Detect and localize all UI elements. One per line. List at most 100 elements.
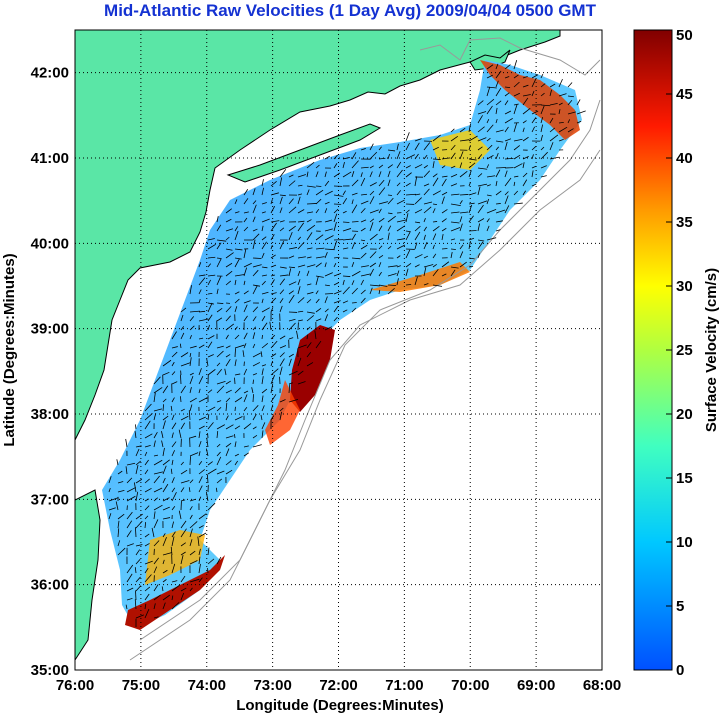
velocity-arrow (450, 183, 458, 187)
velocity-arrow (378, 179, 385, 187)
velocity-arrow (513, 104, 518, 115)
velocity-arrow (432, 263, 437, 268)
velocity-arrow (504, 195, 509, 205)
velocity-arrow (387, 273, 397, 277)
velocity-arrow (414, 276, 418, 286)
velocity-arrow (216, 345, 224, 349)
velocity-arrow (252, 394, 254, 403)
velocity-arrow (261, 236, 267, 241)
velocity-arrow (279, 266, 287, 269)
velocity-arrow (423, 206, 432, 214)
velocity-arrow (198, 337, 204, 340)
velocity-arrow (243, 423, 252, 430)
velocity-arrow (198, 318, 209, 322)
velocity-arrow (225, 208, 233, 214)
velocity-arrow (504, 64, 511, 70)
velocity-arrow (513, 138, 523, 142)
velocity-arrow (450, 266, 459, 269)
velocity-arrow (180, 587, 187, 592)
velocity-arrow (423, 170, 431, 178)
velocity-arrow (261, 315, 266, 322)
velocity-arrow (198, 262, 202, 268)
velocity-arrow (477, 137, 487, 142)
velocity-arrow (333, 316, 338, 322)
velocity-arrow (225, 442, 232, 448)
velocity-arrow (558, 109, 561, 115)
velocity-arrow (180, 396, 182, 403)
velocity-arrow (225, 334, 229, 340)
velocity-arrow (134, 431, 137, 439)
velocity-arrow (522, 76, 528, 79)
velocity-arrow (405, 209, 410, 214)
velocity-arrow (207, 502, 216, 511)
velocity-arrow (207, 547, 210, 556)
velocity-arrow (180, 326, 185, 331)
velocity-arrow (450, 227, 461, 232)
velocity-arrow (513, 103, 519, 106)
velocity-arrow (495, 70, 502, 79)
velocity-arrow (558, 93, 567, 97)
velocity-arrow (288, 382, 293, 385)
velocity-arrow (144, 543, 150, 547)
velocity-arrow (405, 182, 411, 187)
velocity-arrow (234, 348, 236, 358)
velocity-arrow (207, 324, 210, 331)
velocity-arrow (198, 298, 201, 304)
velocity-arrow (369, 262, 377, 268)
velocity-arrow (531, 77, 537, 88)
velocity-arrow (495, 129, 504, 133)
velocity-arrow (549, 134, 559, 142)
velocity-arrow (180, 542, 186, 547)
velocity-field (102, 60, 582, 628)
velocity-arrow (261, 179, 264, 187)
velocity-arrow (243, 343, 247, 349)
velocity-arrow (198, 397, 208, 403)
velocity-arrow (441, 233, 444, 241)
velocity-arrow (144, 515, 149, 520)
velocity-arrow (333, 305, 339, 313)
velocity-arrow (432, 244, 435, 250)
velocity-arrow (242, 350, 245, 358)
velocity-arrow (414, 254, 423, 259)
velocity-arrow (486, 208, 497, 214)
velocity-arrow (324, 228, 333, 232)
velocity-arrow (342, 286, 350, 295)
velocity-arrow (162, 447, 165, 457)
velocity-arrow (315, 171, 319, 178)
velocity-arrow (315, 340, 322, 349)
velocity-arrow (252, 264, 262, 268)
velocity-arrow (423, 165, 428, 169)
velocity-arrow (504, 170, 508, 178)
velocity-arrow (144, 593, 150, 601)
velocity-arrow (441, 191, 448, 196)
y-tick-label: 40:00 (31, 235, 69, 252)
velocity-arrow (171, 381, 178, 385)
colorbar-tick-label: 45 (676, 86, 693, 103)
velocity-arrow (486, 184, 491, 187)
velocity-arrow (125, 438, 128, 448)
velocity-arrow (450, 193, 460, 196)
velocity-arrow (117, 470, 123, 475)
velocity-arrow (306, 256, 312, 259)
velocity-arrow (171, 477, 175, 484)
velocity-arrow (333, 262, 337, 268)
velocity-arrow (171, 487, 176, 493)
velocity-arrow (234, 258, 240, 268)
velocity-arrow (522, 162, 525, 169)
velocity-arrow (387, 179, 391, 187)
velocity-arrow (207, 314, 213, 322)
velocity-arrow (576, 110, 586, 115)
velocity-arrow (297, 209, 305, 214)
velocity-arrow (351, 307, 357, 313)
velocity-arrow (261, 376, 264, 385)
velocity-arrow (189, 456, 191, 466)
velocity-arrow (243, 390, 249, 394)
velocity-arrow (270, 360, 273, 367)
velocity-arrow (125, 466, 128, 475)
velocity-arrow (170, 546, 173, 556)
velocity-arrow (288, 353, 294, 358)
velocity-arrow (459, 162, 463, 169)
velocity-arrow (162, 594, 171, 601)
velocity-arrow (288, 370, 298, 376)
velocity-arrow (414, 138, 422, 142)
